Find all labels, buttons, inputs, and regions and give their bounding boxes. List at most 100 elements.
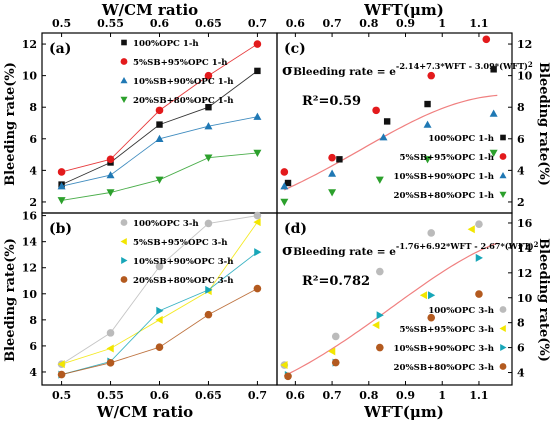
data-point bbox=[106, 359, 115, 367]
legend-label: 5%SB+95%OPC 3-h bbox=[399, 325, 494, 335]
data-point bbox=[280, 198, 289, 206]
x-tick-label: 0.9 bbox=[396, 389, 415, 402]
legend-marker bbox=[500, 134, 506, 141]
equation-base: = e bbox=[373, 66, 396, 78]
data-point bbox=[467, 225, 475, 234]
legend-marker bbox=[499, 191, 507, 198]
data-point bbox=[331, 332, 340, 341]
panel-label: (a) bbox=[49, 41, 71, 57]
data-point bbox=[253, 112, 262, 120]
data-point bbox=[490, 66, 497, 73]
data-point bbox=[155, 106, 164, 115]
data-point bbox=[427, 229, 436, 237]
data-point bbox=[253, 149, 262, 157]
data-point bbox=[253, 218, 261, 227]
y-tick-label: 4 bbox=[517, 367, 525, 380]
data-point bbox=[106, 171, 115, 179]
series-2 bbox=[57, 40, 262, 176]
legend: 100%OPC 3-h 5%SB+95%OPC 3-h 10%SB+90%OPC 3… bbox=[394, 306, 507, 373]
y-tick-label: 4 bbox=[29, 164, 37, 177]
legend-marker bbox=[120, 238, 127, 245]
data-point bbox=[253, 40, 262, 48]
data-point bbox=[379, 133, 388, 141]
panel-c: 0.6 0.7 0.8 0.9 1 1.1 2 4 6 8 10 12 (c) σBleeding rat… bbox=[276, 17, 533, 214]
y-tick-label: 6 bbox=[29, 133, 37, 146]
legend-marker bbox=[120, 77, 128, 84]
legend-label: 20%SB+80%OPC 3-h bbox=[133, 276, 234, 286]
legend-label: 10%SB+90%OPC 1-h bbox=[133, 77, 234, 87]
data-point bbox=[376, 343, 384, 352]
r-squared-label: R²=0.782 bbox=[302, 274, 370, 289]
data-point bbox=[280, 361, 288, 370]
data-point bbox=[205, 285, 213, 294]
data-point bbox=[57, 370, 66, 379]
y-axis-label-bottom-left: Bleeding rate(%) bbox=[3, 238, 18, 362]
bottom-x-axis-title-right: WFT(μm) bbox=[363, 403, 444, 421]
fit-equation: σBleeding rate = e-2.14+7.3*WFT - 3.09*(… bbox=[282, 60, 533, 79]
equation-sigma: σ bbox=[282, 241, 293, 259]
data-point bbox=[253, 211, 262, 220]
legend-marker bbox=[120, 96, 128, 103]
legend-label: 5%SB+95%OPC 1-h bbox=[399, 153, 494, 163]
equation-base: = e bbox=[373, 246, 396, 258]
x-tick-label: 0.7 bbox=[323, 389, 342, 402]
y-tick-label: 4 bbox=[29, 366, 37, 379]
data-point bbox=[204, 122, 213, 130]
x-tick-label: 0.5 bbox=[52, 389, 71, 402]
legend-label: 5%SB+95%OPC 3-h bbox=[133, 238, 228, 248]
y-tick-label: 10 bbox=[517, 70, 533, 83]
data-point bbox=[482, 35, 491, 44]
x-tick-label: 0.7 bbox=[248, 389, 267, 402]
x-tick-label: 0.7 bbox=[323, 17, 342, 30]
data-point bbox=[336, 156, 343, 163]
legend-label: 10%SB+90%OPC 3-h bbox=[394, 344, 495, 354]
data-point bbox=[475, 290, 483, 298]
data-point bbox=[489, 149, 498, 157]
x-tick-label: 0.7 bbox=[248, 17, 267, 30]
y-tick-label: 14 bbox=[517, 242, 533, 255]
data-point bbox=[155, 176, 164, 184]
legend-label: 100%OPC 1-h bbox=[133, 39, 199, 49]
x-tick-label: 0.55 bbox=[97, 17, 124, 30]
panel-a: 0.5 0.55 0.6 0.65 0.7 2 4 6 8 10 12 (a) 100%OPC 1-h 5… bbox=[22, 17, 278, 214]
data-point bbox=[280, 182, 289, 190]
y-tick-label: 12 bbox=[22, 262, 37, 275]
legend-label: 20%SB+80%OPC 3-h bbox=[394, 363, 495, 373]
y-tick-label: 10 bbox=[517, 292, 533, 305]
equation-exponent-power: 2 bbox=[528, 60, 533, 69]
legend-marker bbox=[500, 344, 507, 351]
data-point bbox=[427, 313, 436, 322]
series-2 bbox=[280, 35, 491, 176]
legend-marker bbox=[499, 172, 507, 179]
equation-subscript: Bleeding rate bbox=[293, 246, 373, 258]
data-point bbox=[155, 134, 164, 142]
data-point bbox=[376, 267, 384, 276]
y-tick-label: 16 bbox=[517, 217, 533, 230]
x-tick-label: 0.6 bbox=[286, 17, 305, 30]
data-point bbox=[376, 311, 384, 320]
x-tick-label: 0.55 bbox=[97, 389, 124, 402]
data-point bbox=[383, 118, 391, 125]
legend-label: 10%SB+90%OPC 3-h bbox=[133, 257, 234, 267]
y-tick-label: 10 bbox=[22, 288, 38, 301]
data-point bbox=[284, 179, 292, 187]
series-3 bbox=[57, 112, 262, 190]
data-point bbox=[204, 154, 213, 162]
y-tick-label: 6 bbox=[29, 340, 37, 353]
data-point bbox=[419, 291, 428, 300]
equation-exponent: -2.14+7.3*WFT - 3.09*(WFT) bbox=[396, 61, 528, 71]
data-point bbox=[328, 169, 337, 177]
legend-label: 10%SB+90%OPC 1-h bbox=[394, 172, 495, 182]
y-tick-label: 16 bbox=[22, 210, 38, 223]
series-4 bbox=[280, 149, 498, 206]
y-tick-label: 12 bbox=[22, 38, 37, 51]
x-tick-label: 0.8 bbox=[359, 389, 378, 402]
series-1 bbox=[280, 220, 483, 369]
data-point bbox=[328, 189, 337, 197]
data-point bbox=[156, 306, 164, 315]
data-point bbox=[328, 347, 336, 356]
data-point bbox=[372, 321, 380, 330]
x-tick-label: 0.6 bbox=[150, 389, 169, 402]
panel-d-frame bbox=[276, 212, 513, 386]
y-tick-label: 12 bbox=[517, 267, 532, 280]
